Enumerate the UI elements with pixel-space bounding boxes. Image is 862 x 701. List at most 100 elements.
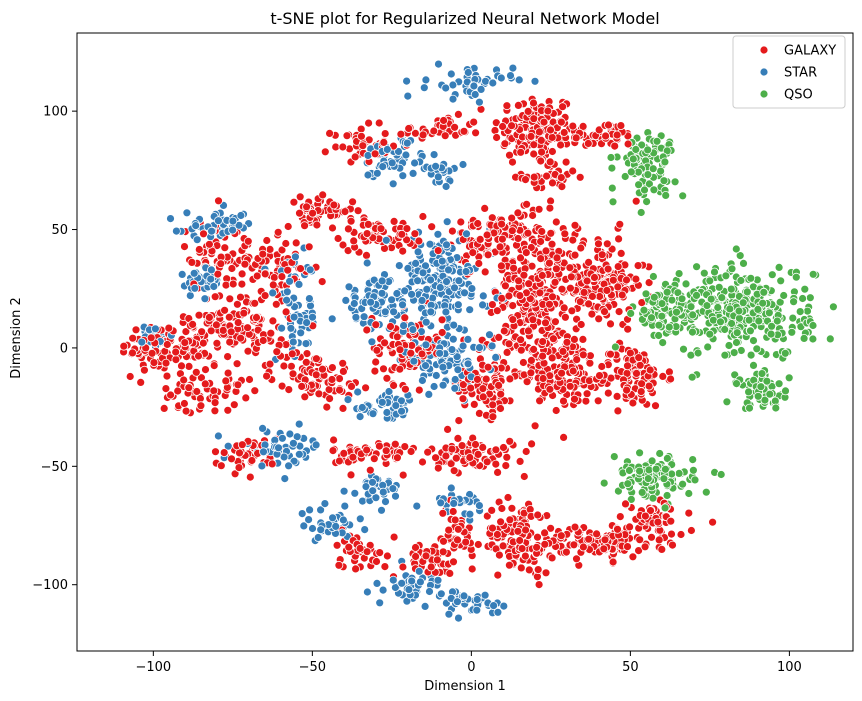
point-star [387, 158, 397, 168]
point-galaxy [594, 239, 603, 249]
point-star [171, 226, 181, 236]
point-qso [713, 303, 723, 312]
point-galaxy [481, 374, 491, 384]
point-galaxy [557, 182, 567, 192]
point-star [234, 220, 244, 230]
point-galaxy [562, 337, 572, 347]
point-star [467, 284, 477, 294]
point-galaxy [226, 327, 236, 337]
point-qso [688, 327, 697, 337]
point-star [305, 505, 315, 515]
point-galaxy [194, 351, 203, 361]
legend-marker-qso [759, 89, 769, 99]
point-galaxy [483, 250, 493, 260]
point-galaxy [494, 332, 504, 342]
y-tick-label: 50 [51, 223, 68, 238]
point-galaxy [279, 361, 289, 371]
point-galaxy [237, 279, 247, 289]
point-star [452, 597, 462, 607]
point-galaxy [328, 446, 338, 456]
point-star [391, 491, 400, 501]
point-galaxy [453, 535, 462, 545]
point-star [436, 589, 446, 599]
point-qso [799, 333, 809, 343]
point-galaxy [582, 276, 592, 286]
point-qso [767, 270, 777, 280]
x-tick-label: 0 [467, 660, 475, 675]
point-galaxy [559, 303, 569, 313]
point-galaxy [451, 453, 461, 463]
point-galaxy [568, 235, 578, 245]
point-star [367, 337, 377, 347]
point-qso [738, 298, 748, 308]
point-galaxy [311, 370, 321, 380]
point-star [489, 601, 499, 610]
point-qso [651, 464, 661, 474]
point-galaxy [524, 279, 534, 289]
point-star [442, 240, 451, 250]
point-star [280, 474, 290, 484]
point-galaxy [527, 355, 536, 365]
point-galaxy [449, 557, 458, 567]
point-galaxy [666, 516, 676, 526]
point-galaxy [491, 459, 501, 469]
point-galaxy [389, 216, 399, 226]
point-qso [756, 382, 766, 392]
point-galaxy [277, 381, 287, 391]
point-galaxy [613, 406, 623, 416]
point-galaxy [392, 453, 402, 463]
point-galaxy [335, 374, 344, 384]
point-star [435, 348, 445, 358]
point-star [463, 68, 473, 77]
point-galaxy [497, 234, 507, 244]
point-galaxy [286, 361, 296, 371]
point-star [415, 577, 425, 587]
point-galaxy [526, 131, 536, 141]
point-galaxy [349, 236, 359, 246]
point-star [441, 83, 451, 93]
point-galaxy [265, 359, 275, 369]
point-galaxy [523, 107, 533, 116]
point-galaxy [296, 264, 305, 274]
point-galaxy [471, 440, 480, 449]
point-galaxy [288, 369, 298, 379]
point-star [223, 441, 233, 451]
point-qso [652, 136, 662, 146]
point-galaxy [488, 523, 497, 533]
point-galaxy [211, 447, 220, 457]
point-galaxy [667, 529, 676, 539]
point-galaxy [600, 307, 609, 317]
point-star [407, 289, 417, 299]
point-galaxy [640, 542, 650, 552]
point-galaxy [500, 281, 510, 291]
point-star [191, 221, 201, 231]
point-galaxy [347, 381, 356, 391]
point-galaxy [594, 125, 604, 135]
point-qso [735, 313, 744, 323]
point-galaxy [335, 385, 344, 395]
point-star [491, 352, 501, 362]
point-qso [787, 327, 797, 337]
point-galaxy [480, 267, 490, 277]
point-star [444, 609, 454, 619]
point-galaxy [233, 380, 243, 390]
x-axis-ticks: −100 −50 0 50 100 [135, 651, 802, 675]
point-galaxy [502, 347, 512, 357]
point-galaxy [363, 219, 373, 229]
point-star [449, 320, 459, 330]
point-galaxy [522, 377, 532, 387]
point-galaxy [545, 299, 554, 309]
point-galaxy [504, 291, 514, 301]
point-galaxy [549, 334, 558, 344]
point-qso [800, 284, 810, 294]
point-galaxy [381, 446, 391, 456]
point-star [402, 138, 412, 148]
point-star [353, 387, 363, 397]
point-galaxy [418, 130, 428, 140]
point-galaxy [362, 229, 372, 239]
point-galaxy [467, 564, 477, 574]
point-galaxy [229, 400, 239, 410]
point-galaxy [535, 396, 544, 406]
point-galaxy [488, 412, 498, 422]
point-galaxy [623, 324, 633, 334]
